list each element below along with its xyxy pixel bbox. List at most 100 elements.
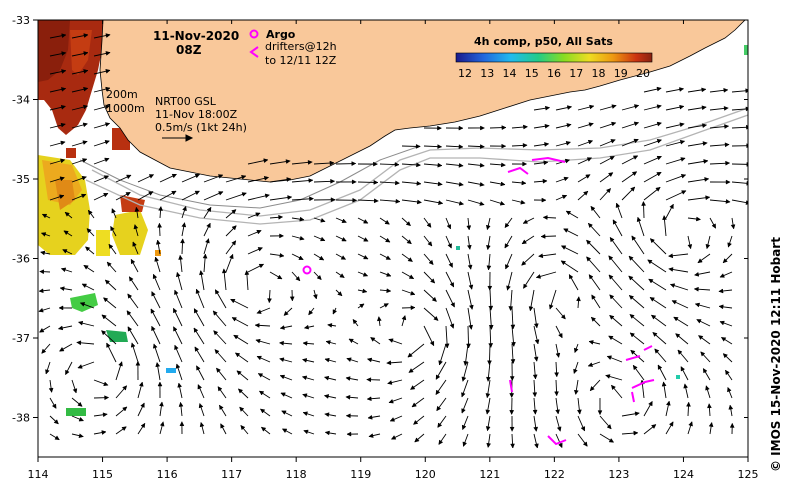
- current-vector-head: [173, 307, 178, 314]
- current-vector-head: [668, 267, 674, 272]
- current-vector-head: [631, 235, 637, 241]
- current-vector-head: [718, 288, 724, 294]
- current-vector-head: [103, 175, 110, 180]
- current-vector-head: [468, 284, 474, 290]
- current-vector-head: [450, 302, 455, 308]
- current-vector-head: [330, 197, 336, 203]
- map-time: 08Z: [176, 43, 202, 57]
- current-vector-head: [194, 173, 201, 179]
- current-vector-head: [65, 369, 70, 376]
- current-vector-head: [376, 316, 382, 322]
- current-vector-head: [437, 162, 443, 168]
- current-vector-head: [395, 180, 400, 186]
- current-vector-head: [130, 342, 136, 348]
- current-vector-head: [307, 160, 313, 165]
- current-vector-head: [366, 396, 372, 402]
- current-vector-head: [564, 158, 571, 164]
- current-vector-head: [591, 294, 596, 300]
- current-vector-head: [532, 392, 538, 398]
- current-vector-head: [609, 236, 615, 243]
- colorbar-tick-label: 18: [592, 67, 606, 80]
- current-vector-head: [58, 305, 64, 311]
- current-vector-head: [122, 406, 128, 412]
- current-vector-head: [239, 406, 245, 412]
- current-vector-head: [566, 105, 573, 110]
- current-vector-head: [661, 381, 667, 387]
- current-vector-head: [679, 139, 686, 145]
- current-vector-head: [486, 442, 492, 449]
- isobath-1000m: [85, 114, 748, 225]
- current-vector-head: [694, 302, 701, 308]
- current-vector-head: [707, 403, 712, 409]
- current-vector-head: [367, 414, 373, 420]
- colorbar-tick-label: 19: [614, 67, 628, 80]
- current-vector-head: [657, 364, 663, 370]
- current-vector-head: [416, 162, 422, 168]
- current-vector-head: [705, 243, 711, 250]
- current-vector-head: [298, 255, 304, 260]
- current-vector-head: [219, 404, 224, 411]
- current-vector-head: [589, 385, 595, 392]
- current-vector-head: [648, 400, 653, 407]
- current-vector-head: [267, 298, 272, 304]
- current-vector-head: [81, 176, 87, 181]
- current-vector-head: [605, 188, 611, 194]
- current-vector-head: [586, 239, 592, 245]
- current-vector-head: [583, 190, 589, 196]
- current-vector-head: [260, 426, 267, 432]
- current-vector-head: [745, 200, 748, 205]
- current-vector-head: [411, 402, 417, 408]
- current-vector-head: [724, 142, 730, 148]
- current-vector-head: [560, 314, 566, 320]
- current-vector-head: [588, 122, 594, 127]
- current-vector-head: [206, 222, 211, 229]
- current-vector-head: [633, 121, 640, 127]
- current-vector-head: [649, 297, 655, 302]
- current-vector-head: [38, 307, 44, 313]
- current-vector-head: [723, 106, 729, 111]
- current-vector-head: [231, 317, 237, 322]
- current-vector-head: [608, 438, 615, 443]
- current-vector-head: [555, 352, 561, 358]
- current-vector-head: [373, 179, 379, 185]
- current-vector-head: [264, 193, 270, 199]
- current-vector-head: [504, 243, 510, 249]
- current-vector-head: [485, 224, 491, 231]
- nrt-product-label: NRT00 GSL: [155, 95, 217, 108]
- credit-strip: © IMOS 15-Nov-2020 12:11 Hobart: [769, 237, 783, 472]
- current-vector-head: [327, 323, 333, 328]
- current-vector-head: [388, 398, 394, 404]
- current-vector-head: [212, 310, 218, 316]
- current-vector-head: [45, 369, 50, 375]
- y-tick-label: -38: [12, 412, 30, 425]
- current-vector-head: [60, 140, 66, 146]
- current-vector-head: [351, 179, 357, 185]
- current-vector-head: [263, 158, 269, 164]
- current-vector-head: [278, 214, 284, 220]
- current-vector-head: [669, 283, 676, 288]
- current-vector-head: [565, 210, 572, 216]
- current-vector-head: [486, 265, 492, 271]
- current-vector-head: [121, 426, 127, 432]
- current-vector-head: [729, 422, 735, 428]
- current-vector-head: [480, 125, 485, 131]
- current-vector-head: [448, 262, 453, 268]
- current-vector-head: [509, 393, 515, 399]
- current-vector-head: [60, 104, 67, 110]
- current-vector-head: [608, 172, 614, 178]
- current-vector-head: [127, 326, 133, 332]
- current-vector-head: [534, 339, 540, 345]
- current-vector-head: [556, 426, 562, 432]
- drifter-legend-line2: to 12/11 12Z: [265, 54, 337, 67]
- current-vector-head: [725, 160, 731, 166]
- current-vector-head: [725, 199, 731, 204]
- current-vector-head: [650, 314, 657, 320]
- current-vector-head: [687, 244, 693, 250]
- current-vector-head: [686, 401, 691, 407]
- current-vector-head: [462, 441, 468, 447]
- current-vector-head: [505, 264, 510, 270]
- current-vector-head: [447, 243, 452, 249]
- current-vector-head: [696, 216, 702, 222]
- current-vector-head: [520, 199, 526, 205]
